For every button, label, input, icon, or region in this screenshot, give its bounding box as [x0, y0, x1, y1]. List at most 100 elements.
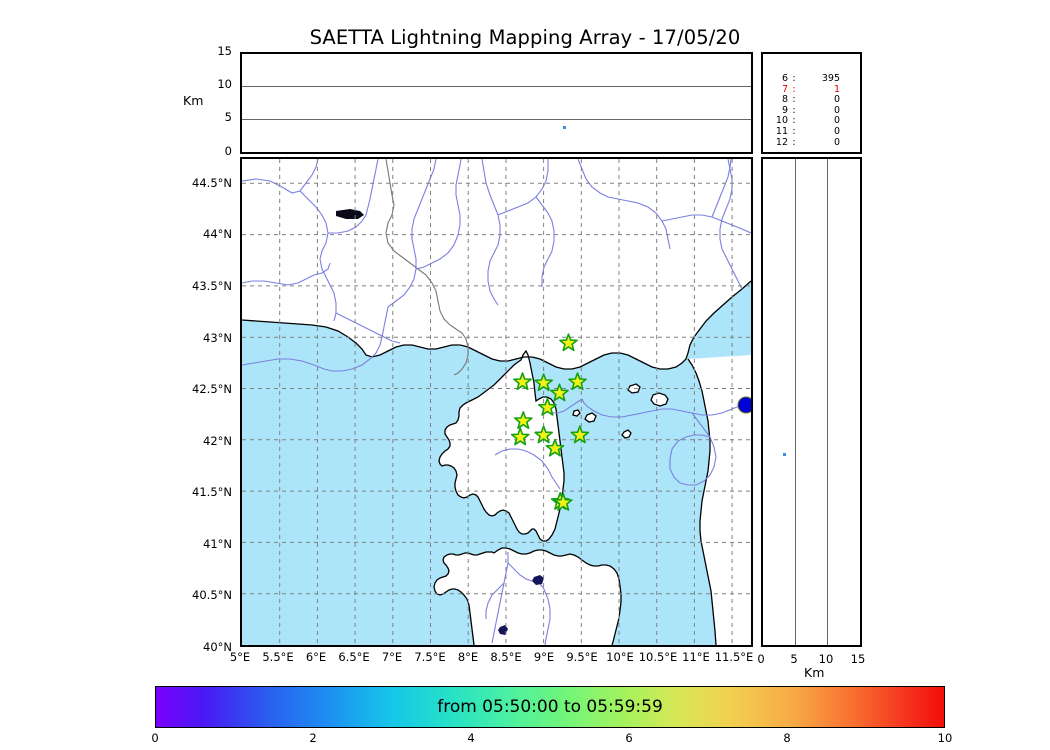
map-xtick: 6°E: [305, 650, 327, 664]
map-panel[interactable]: [240, 157, 753, 647]
station-count-separator: :: [792, 125, 796, 137]
map-gridlines: [242, 159, 751, 645]
lma-station-star[interactable]: [553, 492, 573, 511]
altitude-longitude-scatter: [563, 126, 566, 129]
top-ytick-0: 0: [224, 144, 232, 158]
top-ytick-10: 10: [217, 77, 232, 91]
station-count-value: 1: [833, 83, 840, 95]
station-count-key: 12: [775, 136, 788, 148]
map-xtick: 11°E: [682, 650, 710, 664]
station-count-row: 6: 395: [763, 73, 864, 85]
right-panel-axis-label: Km: [804, 665, 825, 680]
station-count-key: 6: [781, 73, 788, 84]
altitude-latitude-scatter: [783, 453, 786, 456]
colorbar-tick: 8: [783, 731, 791, 745]
gridline-10km: [242, 86, 751, 87]
station-count-value: 395: [821, 73, 840, 84]
top-ytick-15: 15: [217, 44, 232, 58]
lma-station-star[interactable]: [513, 372, 532, 391]
lma-station-markers: [510, 333, 590, 511]
station-count-separator: :: [792, 136, 796, 148]
map-xtick: 11.5°E: [714, 650, 754, 664]
lake-group: [336, 209, 364, 219]
gridline-5km-v: [795, 159, 796, 645]
map-xtick: 6.5°E: [338, 650, 370, 664]
colorbar-gradient[interactable]: [155, 686, 945, 728]
lma-station-star[interactable]: [534, 425, 553, 444]
map-ytick: 44°N: [203, 227, 232, 242]
national-border: [385, 159, 469, 376]
station-count-separator: :: [792, 83, 796, 95]
station-count-key: 8: [781, 94, 788, 106]
station-count-separator: :: [792, 94, 796, 106]
geographic-map: [242, 159, 751, 645]
station-count-row: 9: 0: [763, 104, 864, 117]
station-count-value: 0: [833, 104, 840, 116]
gridline-10km-v: [827, 159, 828, 645]
landmass-group: [242, 159, 751, 645]
sardinia-lakes: [498, 575, 544, 635]
colorbar-tick: 2: [309, 731, 317, 745]
station-count-row: 10: 0: [763, 116, 864, 127]
map-xtick: 8.5°E: [490, 650, 522, 664]
station-count-key: 7: [781, 83, 788, 95]
map-xtick: 7°E: [381, 650, 403, 664]
map-ytick: 41°N: [203, 536, 232, 551]
station-count-row: 11: 0: [763, 125, 864, 138]
page-title: SAETTA Lightning Mapping Array - 17/05/2…: [309, 26, 741, 49]
river-group: [242, 159, 751, 645]
map-ytick: 40°N: [203, 640, 232, 654]
station-count-value: 0: [833, 136, 840, 148]
colorbar-tick: 6: [625, 731, 633, 745]
station-count-value: 0: [833, 115, 840, 127]
altitude-longitude-panel[interactable]: [240, 52, 753, 154]
station-count-separator: :: [792, 104, 796, 116]
station-count-key: 11: [775, 125, 788, 137]
map-clip: [242, 159, 751, 645]
map-ytick: 40.5°N: [192, 588, 232, 603]
right-xtick-5: 5: [790, 652, 798, 666]
right-xtick-15: 15: [850, 652, 866, 666]
colorbar-tick: 10: [937, 731, 953, 745]
map-xtick: 8°E: [457, 650, 479, 664]
lma-station-star[interactable]: [570, 425, 590, 444]
station-count-value: 0: [833, 125, 840, 137]
station-count-separator: :: [792, 115, 796, 127]
lma-station-star[interactable]: [545, 438, 565, 457]
station-count-separator: :: [792, 73, 796, 84]
top-panel-axis-label: Km: [183, 93, 204, 108]
lma-station-star[interactable]: [510, 427, 530, 446]
map-xtick: 5°E: [229, 650, 251, 664]
map-xtick: 10.5°E: [638, 650, 678, 664]
map-ytick: 42.5°N: [192, 382, 232, 397]
lma-station-star[interactable]: [550, 383, 569, 402]
station-count-table: 6: 395 7: 1 8: 0 9: 0 10: 0 11: 0 12: 0: [763, 73, 864, 148]
map-ytick: 43°N: [203, 330, 232, 345]
colorbar-time-label: from 05:50:00 to 05:59:59: [437, 697, 663, 717]
altitude-latitude-panel[interactable]: [761, 157, 862, 647]
gridline-5km: [242, 119, 751, 120]
station-count-key: 9: [781, 104, 788, 116]
map-xtick: 9.5°E: [566, 650, 598, 664]
map-ytick: 41.5°N: [192, 485, 232, 500]
map-ytick: 42°N: [203, 433, 232, 448]
lma-station-star[interactable]: [559, 333, 578, 352]
right-xtick-10: 10: [818, 652, 834, 666]
map-ytick: 44.5°N: [192, 175, 232, 190]
colorbar-container[interactable]: from 05:50:00 to 05:59:59: [155, 686, 945, 728]
map-ytick: 43.5°N: [192, 278, 232, 293]
map-xtick: 9°E: [533, 650, 555, 664]
top-ytick-5: 5: [224, 110, 232, 124]
colorbar-tick: 4: [467, 731, 475, 745]
station-count-value: 0: [833, 94, 840, 106]
coastline-group: [242, 280, 751, 645]
station-count-panel[interactable]: 6: 395 7: 1 8: 0 9: 0 10: 0 11: 0 12: 0: [761, 52, 862, 154]
lma-station-star[interactable]: [513, 411, 533, 430]
lma-station-star[interactable]: [568, 372, 587, 391]
lma-station-star[interactable]: [534, 373, 553, 392]
station-count-row: 7: 1: [763, 83, 864, 96]
colorbar-tick: 0: [151, 731, 159, 745]
lma-station-star[interactable]: [538, 397, 557, 416]
map-xtick: 7.5°E: [414, 650, 446, 664]
map-xtick: 5.5°E: [262, 650, 294, 664]
